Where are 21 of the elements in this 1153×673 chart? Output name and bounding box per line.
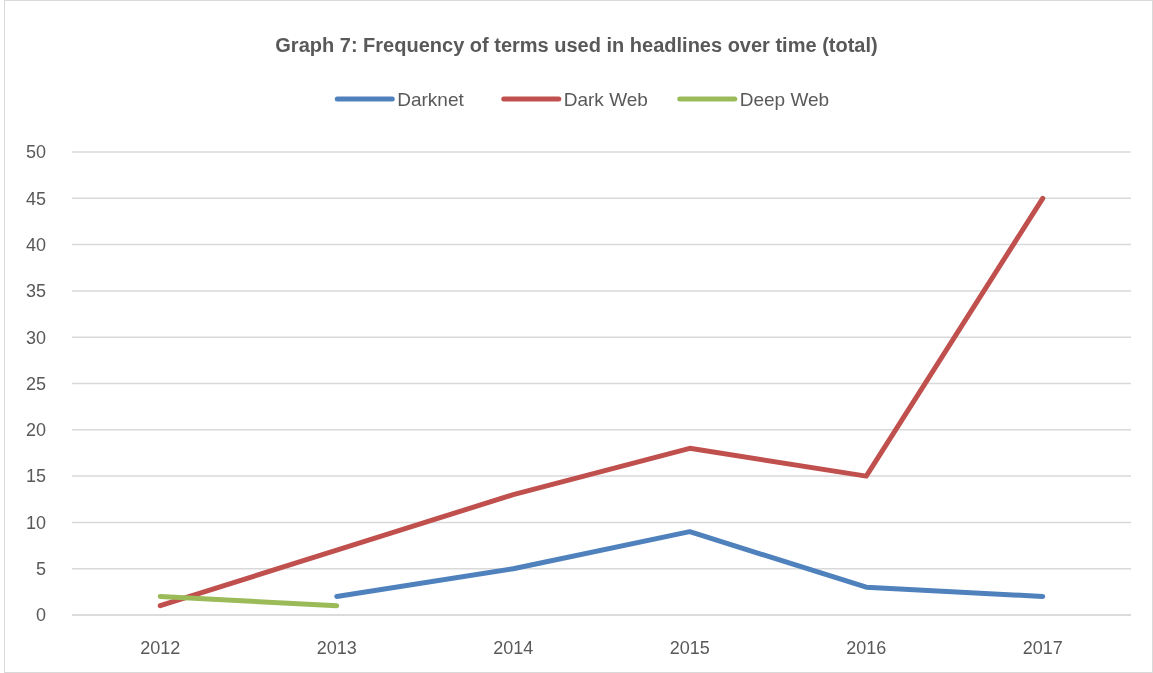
y-tick-label: 35 [25, 281, 46, 302]
legend-label: Deep Web [739, 88, 830, 110]
x-tick-label: 2015 [669, 638, 710, 658]
legend-label: Darknet [397, 88, 465, 110]
y-tick-label: 40 [25, 234, 46, 255]
y-tick-label: 45 [25, 188, 46, 209]
y-tick-label: 30 [25, 327, 46, 348]
chart-title: Graph 7: Frequency of terms used in headlines over time (total) [275, 34, 878, 56]
y-tick-label: 10 [25, 512, 46, 533]
legend-label: Dark Web [563, 88, 648, 110]
y-tick-label: 25 [25, 373, 46, 394]
y-tick-label: 0 [35, 605, 46, 626]
y-tick-label: 20 [25, 420, 46, 441]
y-tick-label: 15 [25, 466, 46, 487]
x-tick-label: 2013 [316, 638, 357, 658]
x-tick-label: 2012 [140, 638, 181, 658]
y-tick-label: 5 [35, 559, 46, 579]
x-tick-label: 2014 [493, 638, 534, 658]
y-tick-label: 50 [25, 142, 46, 163]
x-tick-label: 2016 [846, 638, 887, 658]
x-tick-label: 2017 [1022, 638, 1063, 658]
